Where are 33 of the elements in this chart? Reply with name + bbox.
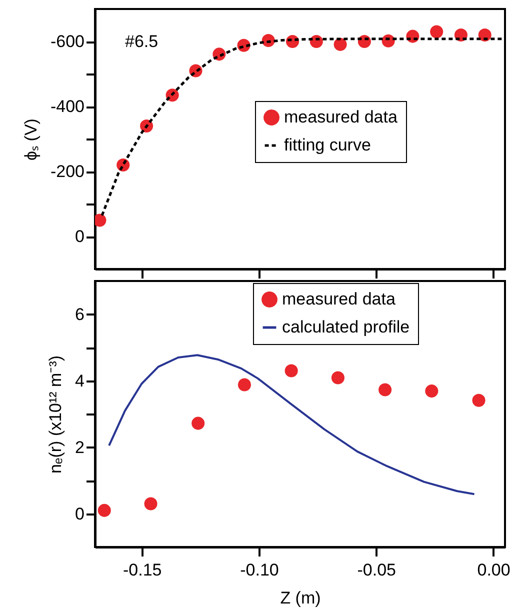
legend-label: calculated profile — [282, 318, 410, 336]
y-tick-label: 0 — [75, 227, 84, 246]
x-tick-label: -0.05 — [357, 560, 396, 580]
point — [430, 25, 444, 38]
line-series — [108, 354, 476, 496]
y-tick-label: 2 — [75, 438, 84, 457]
point — [425, 384, 438, 398]
point — [378, 383, 392, 396]
x-tick-label: -0.10 — [240, 560, 279, 580]
x-axis-title: Z (m) — [280, 588, 321, 608]
y-tick-label: -600 — [50, 32, 84, 51]
legend-label: measured data — [282, 290, 396, 308]
y-tick-label: 0 — [75, 504, 84, 524]
y-tick-label: -200 — [50, 162, 84, 181]
y-tick-label: 4 — [75, 371, 84, 390]
point — [334, 38, 347, 51]
y-axis-title: ϕₛ (V) — [21, 118, 40, 160]
point — [284, 364, 298, 378]
y-axis-title: nₑ(r) (x10¹² m⁻³) — [46, 355, 66, 474]
legend-label: fitting curve — [284, 136, 371, 154]
annotation: #6.5 — [125, 32, 158, 51]
x-tick-label: -0.15 — [122, 560, 162, 580]
point — [478, 28, 492, 42]
point — [472, 394, 486, 407]
point — [144, 497, 158, 510]
point — [331, 371, 344, 384]
x-tick-label: 0.00 — [477, 560, 510, 580]
point — [192, 416, 205, 430]
point — [238, 378, 251, 392]
y-tick-label: -400 — [50, 97, 84, 116]
legend-label: measured data — [284, 108, 398, 126]
point — [98, 504, 111, 517]
y-tick-label: 6 — [75, 304, 84, 324]
